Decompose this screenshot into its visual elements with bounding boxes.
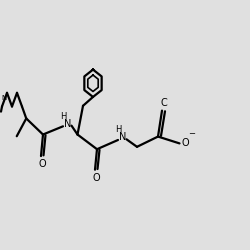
Text: O: O [92, 172, 100, 182]
Text: H: H [115, 125, 121, 134]
Text: −: − [188, 129, 196, 138]
Text: N: N [1, 95, 6, 101]
Text: N: N [64, 118, 71, 128]
Text: C: C [160, 98, 167, 108]
Text: H: H [60, 112, 66, 120]
Text: O: O [38, 159, 46, 169]
Text: O: O [181, 138, 189, 148]
Text: N: N [119, 132, 126, 142]
